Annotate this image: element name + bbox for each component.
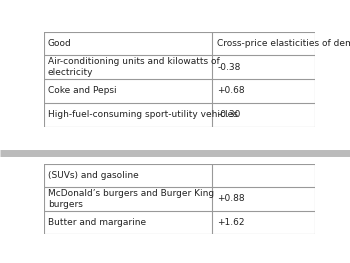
Text: (SUVs) and gasoline: (SUVs) and gasoline [48, 171, 139, 180]
Text: McDonald’s burgers and Burger King
burgers: McDonald’s burgers and Burger King burge… [48, 189, 214, 209]
Text: +0.68: +0.68 [217, 87, 245, 95]
Text: +0.88: +0.88 [217, 194, 245, 204]
Text: Air-conditioning units and kilowatts of
electricity: Air-conditioning units and kilowatts of … [48, 57, 219, 77]
Text: +1.62: +1.62 [217, 218, 245, 227]
Text: Cross-price elasticities of demand: Cross-price elasticities of demand [217, 39, 350, 48]
Text: -0.38: -0.38 [217, 63, 241, 72]
Text: Good: Good [48, 39, 71, 48]
Text: High-fuel-consuming sport-utility vehicles: High-fuel-consuming sport-utility vehicl… [48, 110, 238, 119]
Text: Coke and Pepsi: Coke and Pepsi [48, 87, 117, 95]
Text: -0.30: -0.30 [217, 110, 241, 119]
Text: Butter and margarine: Butter and margarine [48, 218, 146, 227]
